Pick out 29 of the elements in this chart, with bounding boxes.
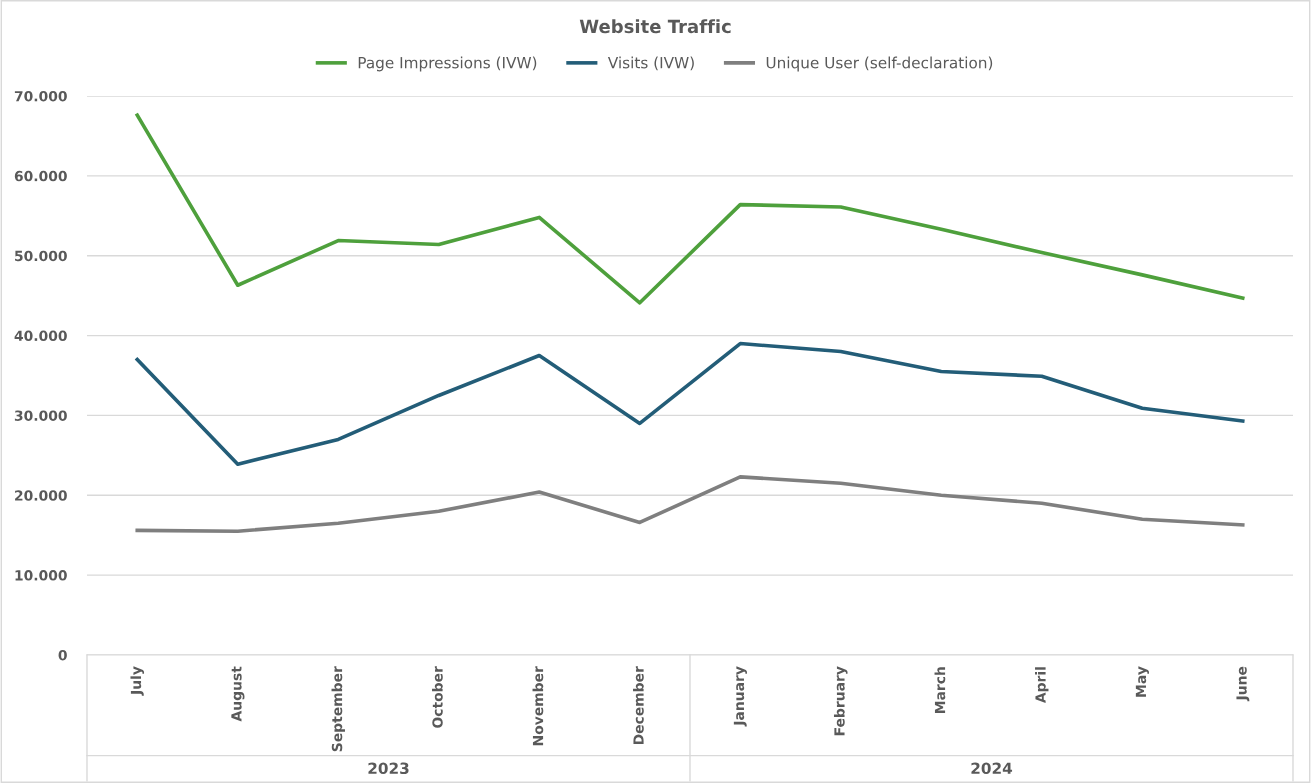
y-tick-label: 0 (58, 649, 67, 661)
x-tick-label: July (130, 666, 145, 696)
x-tick-label: February (833, 666, 848, 736)
line-series (135, 475, 1245, 534)
y-tick-label: 20.000 (15, 490, 67, 501)
x-tick-label: June (1236, 666, 1250, 702)
line-series (135, 341, 1245, 466)
y-tick-label: 70.000 (14, 90, 67, 102)
x-tick-label: May (1135, 666, 1149, 697)
x-tick-label: March (934, 667, 946, 713)
x-tick-label: April (1035, 667, 1049, 704)
y-tick-label: 60.000 (14, 170, 67, 182)
x-tick-label: August (231, 666, 245, 722)
text: 2024 (971, 762, 1013, 775)
x-tick-label: November (532, 666, 544, 746)
text: 2023 (368, 762, 409, 775)
y-tick-label: 50.000 (15, 250, 67, 262)
y-tick-label: 10.000 (15, 570, 67, 581)
x-tick-label: December (633, 666, 644, 745)
chart-title: Website Traffic (579, 19, 731, 34)
legend-label: Visits (IVW) (607, 56, 694, 71)
x-tick-label: September (331, 666, 345, 752)
legend-label: Page Impressions (IVW) (358, 56, 537, 72)
y-tick-label: 40.000 (14, 330, 67, 342)
line-series (135, 113, 1245, 305)
y-tick-label: 30.000 (14, 410, 67, 421)
x-tick-label: October (432, 666, 443, 728)
legend-label: Unique User (self-declaration) (766, 56, 993, 72)
x-tick-label: January (733, 666, 747, 727)
